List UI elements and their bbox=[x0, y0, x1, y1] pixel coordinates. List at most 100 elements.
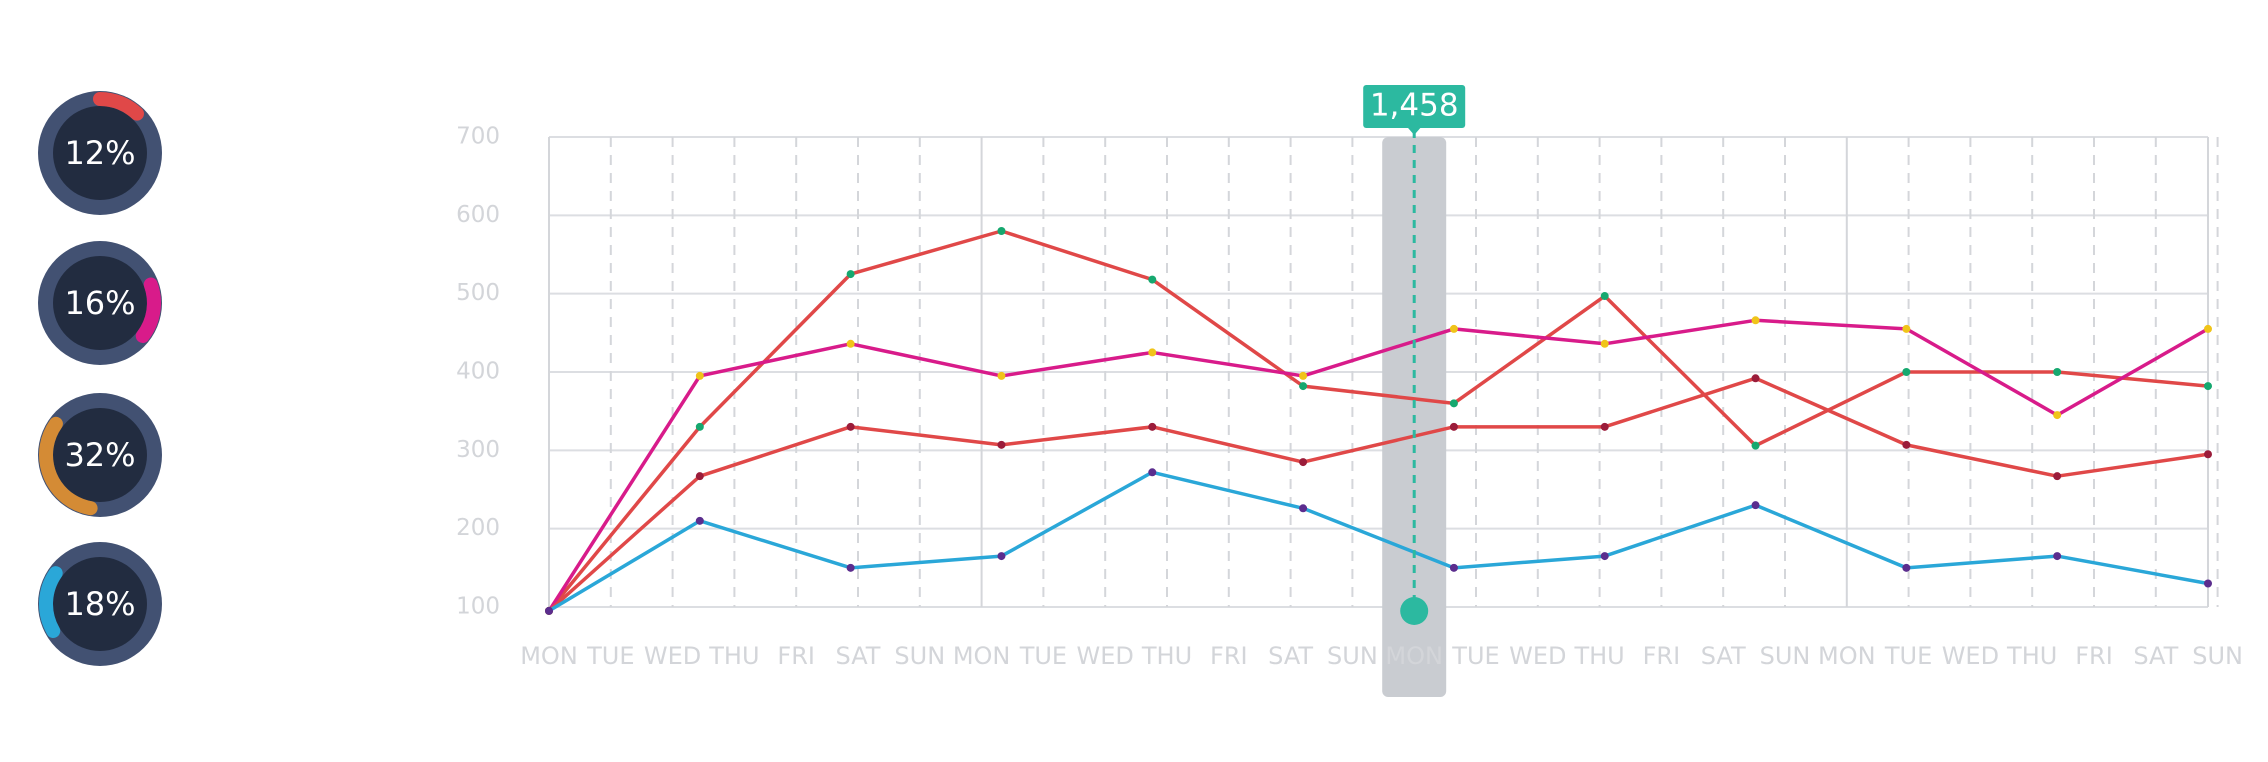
donut-1: 12% bbox=[38, 91, 162, 215]
x-tick-label: MON bbox=[1385, 642, 1443, 670]
donut-percent-label: 32% bbox=[64, 436, 135, 474]
data-point[interactable] bbox=[1600, 292, 1609, 301]
x-tick-label: SAT bbox=[836, 642, 881, 670]
donut-4: 18% bbox=[38, 542, 162, 666]
data-point[interactable] bbox=[846, 422, 855, 431]
data-point[interactable] bbox=[1449, 399, 1458, 408]
x-tick-label: TUE bbox=[1019, 642, 1067, 670]
x-tick-label: THU bbox=[708, 642, 759, 670]
data-point[interactable] bbox=[695, 422, 704, 431]
y-tick-label: 700 bbox=[456, 124, 500, 150]
data-point[interactable] bbox=[1299, 371, 1308, 380]
series-line bbox=[547, 376, 2209, 613]
data-point[interactable] bbox=[846, 270, 855, 279]
x-tick-label: SAT bbox=[1268, 642, 1313, 670]
data-point[interactable] bbox=[1299, 382, 1308, 391]
data-point[interactable] bbox=[2204, 382, 2212, 391]
data-point[interactable] bbox=[2204, 579, 2212, 588]
series-3 bbox=[545, 374, 2212, 615]
x-tick-label: FRI bbox=[1643, 642, 1681, 670]
data-point[interactable] bbox=[2204, 324, 2212, 333]
data-point[interactable] bbox=[2204, 450, 2212, 459]
data-point[interactable] bbox=[695, 516, 704, 525]
x-tick-label: WED bbox=[1509, 642, 1566, 670]
data-point[interactable] bbox=[1299, 458, 1308, 467]
x-tick-label: MON bbox=[520, 642, 578, 670]
x-tick-label: FRI bbox=[777, 642, 815, 670]
donut-percent-label: 12% bbox=[64, 134, 135, 172]
x-tick-label: SUN bbox=[1760, 642, 1811, 670]
data-point[interactable] bbox=[1449, 324, 1458, 333]
data-point[interactable] bbox=[1148, 348, 1157, 357]
data-point[interactable] bbox=[1449, 422, 1458, 431]
y-tick-label: 600 bbox=[456, 202, 500, 228]
x-tick-label: SAT bbox=[1701, 642, 1746, 670]
y-tick-label: 100 bbox=[456, 594, 500, 620]
data-point[interactable] bbox=[1751, 441, 1760, 450]
data-point[interactable] bbox=[1449, 563, 1458, 572]
x-tick-label: WED bbox=[1077, 642, 1134, 670]
data-point[interactable] bbox=[846, 563, 855, 572]
series-line bbox=[547, 229, 2209, 613]
data-point[interactable] bbox=[1600, 422, 1609, 431]
data-point[interactable] bbox=[2053, 368, 2062, 376]
series-1 bbox=[545, 227, 2212, 615]
donut-center bbox=[53, 256, 147, 350]
y-tick-label: 200 bbox=[456, 515, 500, 541]
data-point[interactable] bbox=[1600, 339, 1609, 348]
data-point[interactable] bbox=[1902, 440, 1911, 449]
donut-center bbox=[53, 106, 147, 200]
x-tick-label: THU bbox=[2006, 642, 2057, 670]
tooltip-box bbox=[1363, 85, 1466, 128]
highlight-dot[interactable] bbox=[1400, 597, 1429, 625]
data-point[interactable] bbox=[2053, 552, 2062, 561]
donut-center bbox=[53, 408, 147, 502]
data-point[interactable] bbox=[1600, 552, 1609, 561]
x-tick-label: SAT bbox=[2133, 642, 2178, 670]
data-point[interactable] bbox=[545, 606, 553, 615]
tooltip-pointer bbox=[1407, 127, 1422, 135]
y-tick-label: 300 bbox=[456, 437, 500, 463]
data-point[interactable] bbox=[1751, 501, 1760, 510]
x-tick-label: FRI bbox=[2075, 642, 2113, 670]
y-tick-label: 400 bbox=[456, 359, 500, 385]
donut-arc bbox=[39, 394, 161, 516]
data-point[interactable] bbox=[695, 371, 704, 380]
donut-progress-column: 12% 16% 32% 18% bbox=[38, 91, 162, 666]
x-tick-label: MON bbox=[1818, 642, 1876, 670]
series-4 bbox=[545, 468, 2212, 615]
x-tick-label: THU bbox=[1141, 642, 1192, 670]
data-point[interactable] bbox=[997, 371, 1006, 380]
data-point[interactable] bbox=[1902, 368, 1911, 376]
donut-arc bbox=[39, 242, 161, 364]
data-point[interactable] bbox=[1148, 275, 1157, 284]
series-2 bbox=[545, 316, 2212, 615]
x-tick-label: WED bbox=[644, 642, 701, 670]
data-point[interactable] bbox=[1751, 374, 1760, 383]
x-tick-label: SUN bbox=[2192, 642, 2243, 670]
data-point[interactable] bbox=[695, 472, 704, 481]
data-point[interactable] bbox=[1902, 563, 1911, 572]
data-point[interactable] bbox=[1902, 324, 1911, 333]
series-line bbox=[548, 470, 2209, 613]
data-point[interactable] bbox=[997, 552, 1006, 561]
donut-percent-label: 16% bbox=[64, 284, 135, 322]
data-point[interactable] bbox=[997, 227, 1006, 235]
donut-arc bbox=[39, 92, 161, 214]
data-point[interactable] bbox=[846, 339, 855, 348]
tooltip-value: 1,458 bbox=[1370, 88, 1459, 124]
data-point[interactable] bbox=[2053, 411, 2062, 420]
data-point[interactable] bbox=[1751, 316, 1760, 325]
data-point[interactable] bbox=[1148, 468, 1157, 477]
x-tick-label: THU bbox=[1573, 642, 1624, 670]
x-tick-label: SUN bbox=[1327, 642, 1378, 670]
data-point[interactable] bbox=[2053, 472, 2062, 481]
data-point[interactable] bbox=[1148, 422, 1157, 431]
data-point[interactable] bbox=[997, 440, 1006, 449]
x-tick-label: SUN bbox=[894, 642, 945, 670]
x-tick-label: MON bbox=[953, 642, 1011, 670]
data-point[interactable] bbox=[1299, 504, 1308, 513]
donut-2: 16% bbox=[38, 241, 162, 365]
